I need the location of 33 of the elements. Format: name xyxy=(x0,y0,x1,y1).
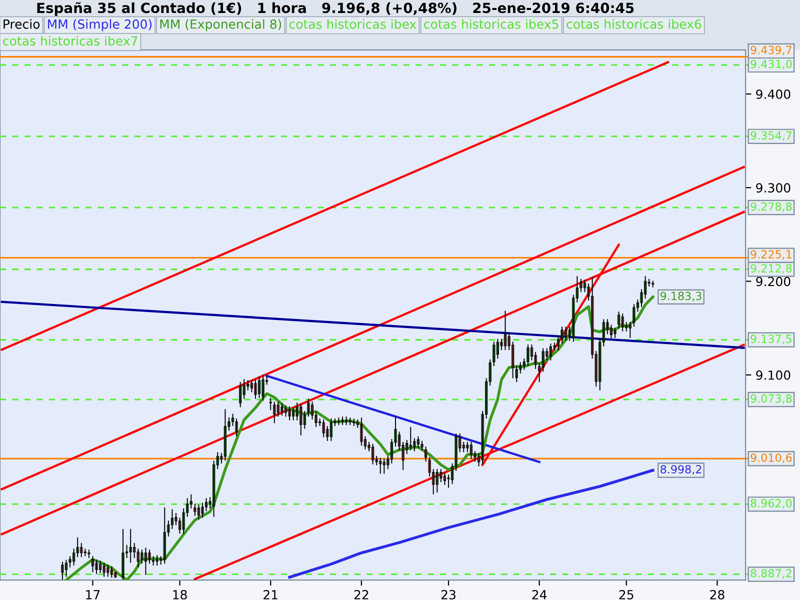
x-tick-label: 28 xyxy=(710,590,724,600)
y-tick-label: 9.100 xyxy=(756,370,790,380)
text: Precio xyxy=(4,19,40,29)
ref-line-label: 9.439,7 xyxy=(750,46,792,56)
y-tick-label: 9.400 xyxy=(756,89,790,99)
y-tick-label: 9.300 xyxy=(756,183,790,193)
ref-line-label: 9.354,7 xyxy=(750,131,792,141)
ref-line-label: 8.887,2 xyxy=(750,569,792,579)
data-label: 8.998,2 xyxy=(660,465,702,475)
text: MM (Exponencial 8) xyxy=(160,19,282,32)
ref-line-label: 9.137,5 xyxy=(750,334,792,344)
chart-title: España 35 al Contado (1€) 1 hora 9.196,8 (+0,48%) 25-ene-2019 6:40:45 xyxy=(37,2,634,16)
x-tick-label: 18 xyxy=(173,590,187,600)
ref-line-label: 8.962,0 xyxy=(750,498,792,509)
data-label: 9.183,3 xyxy=(660,292,702,302)
y-tick-label: 9.200 xyxy=(756,276,790,286)
ref-line-label: 9.225,1 xyxy=(750,250,792,260)
ref-line-label: 9.431,0 xyxy=(750,60,792,70)
x-tick-label: 17 xyxy=(86,590,100,600)
text: MM (Simple 200) xyxy=(48,19,152,32)
ref-line-label: 9.073,8 xyxy=(750,394,792,404)
x-tick-label: 23 xyxy=(441,590,456,600)
x-tick-label: 25 xyxy=(619,590,634,600)
ref-line-label: 9.278,8 xyxy=(750,202,792,212)
x-tick-label: 21 xyxy=(264,590,278,600)
x-tick-label: 24 xyxy=(532,590,547,600)
ref-line-label: 9.010,6 xyxy=(750,453,792,464)
ref-line-label: 9.212,8 xyxy=(750,264,792,274)
x-tick-label: 22 xyxy=(354,590,368,600)
text: cotas historicas ibex6 xyxy=(566,19,702,29)
text: cotas historicas ibex xyxy=(289,19,416,29)
text: cotas historicas ibex7 xyxy=(3,36,138,46)
text: cotas historicas ibex5 xyxy=(424,19,558,29)
